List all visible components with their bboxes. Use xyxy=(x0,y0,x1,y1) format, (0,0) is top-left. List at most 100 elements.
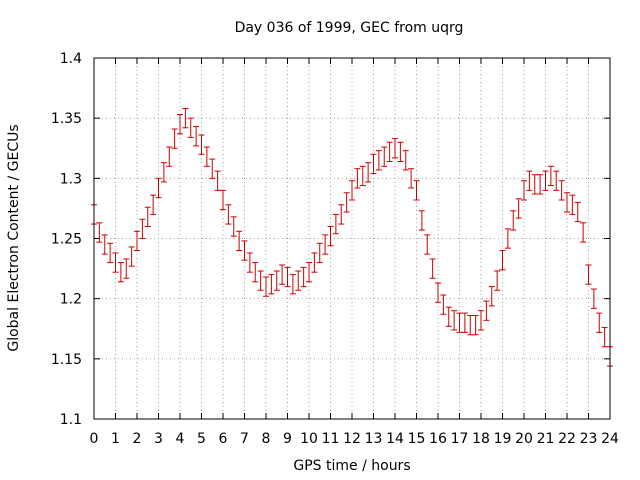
data-point xyxy=(150,194,157,215)
data-point xyxy=(214,170,221,191)
data-point xyxy=(123,258,130,279)
data-point xyxy=(354,168,361,189)
data-point xyxy=(590,288,597,309)
data-point xyxy=(440,294,447,315)
data-point xyxy=(316,242,323,264)
data-point xyxy=(467,315,474,336)
data-point xyxy=(515,198,522,219)
y-tick-label: 1.15 xyxy=(51,352,82,368)
data-point xyxy=(171,128,178,149)
data-point xyxy=(155,177,162,199)
data-point xyxy=(365,162,372,183)
x-tick-label: 20 xyxy=(515,431,533,447)
data-point xyxy=(236,230,243,252)
x-tick-label: 24 xyxy=(601,431,619,447)
data-point xyxy=(451,310,458,331)
data-point xyxy=(289,274,296,295)
x-tick-label: 14 xyxy=(386,431,404,447)
x-tick-label: 23 xyxy=(580,431,598,447)
data-point xyxy=(203,146,210,167)
data-point xyxy=(117,262,124,283)
data-point xyxy=(445,306,452,327)
x-tick-label: 9 xyxy=(283,431,292,447)
data-point xyxy=(435,282,441,303)
data-point xyxy=(177,114,183,135)
data-point xyxy=(225,204,232,225)
data-point xyxy=(542,170,549,191)
data-point xyxy=(392,138,398,159)
x-tick-label: 16 xyxy=(429,431,447,447)
chart-title: Day 036 of 1999, GEC from uqrg xyxy=(235,20,464,36)
data-point xyxy=(349,180,355,201)
y-tick-label: 1.2 xyxy=(60,292,82,308)
data-point xyxy=(418,210,425,231)
data-point xyxy=(193,126,200,147)
data-point xyxy=(96,222,103,243)
data-point xyxy=(257,270,264,291)
data-point xyxy=(408,168,415,189)
data-point xyxy=(478,310,484,331)
data-point xyxy=(402,150,409,171)
data-point xyxy=(230,216,237,237)
data-point xyxy=(327,225,334,247)
data-point xyxy=(483,300,490,321)
data-point xyxy=(574,201,581,223)
data-point xyxy=(494,270,501,291)
x-tick-label: 0 xyxy=(90,431,99,447)
y-tick-label: 1.25 xyxy=(51,232,82,248)
x-tick-label: 21 xyxy=(537,431,555,447)
plot-frame xyxy=(93,57,611,420)
data-point xyxy=(429,258,436,279)
data-point xyxy=(553,170,560,191)
data-point xyxy=(424,234,431,255)
data-point xyxy=(332,213,339,235)
data-point xyxy=(537,174,544,195)
data-point xyxy=(526,170,533,191)
x-tick-label: 8 xyxy=(262,431,271,447)
data-point xyxy=(504,228,511,249)
grid xyxy=(94,58,610,419)
y-tick-label: 1.4 xyxy=(60,51,82,67)
data-point xyxy=(386,141,393,162)
data-point xyxy=(359,165,366,187)
x-tick-label: 6 xyxy=(219,431,228,447)
data-point xyxy=(144,206,151,227)
data-point xyxy=(521,180,527,201)
data-point xyxy=(531,174,538,195)
y-tick-label: 1.1 xyxy=(60,412,82,428)
data-point xyxy=(596,312,603,333)
data-point xyxy=(569,194,576,215)
x-tick-label: 18 xyxy=(472,431,490,447)
x-tick-label: 12 xyxy=(343,431,361,447)
data-point xyxy=(220,189,226,211)
data-point xyxy=(461,312,468,333)
data-point xyxy=(273,270,280,291)
data-point xyxy=(187,117,194,138)
data-point xyxy=(209,158,216,179)
data-point xyxy=(558,180,565,201)
data-point xyxy=(547,165,554,187)
x-tick-label: 17 xyxy=(451,431,469,447)
x-tick-label: 10 xyxy=(300,431,318,447)
data-point xyxy=(564,192,570,213)
data-point xyxy=(300,266,307,288)
data-point xyxy=(375,150,382,171)
data-series xyxy=(91,108,613,367)
data-point xyxy=(499,250,506,271)
data-point xyxy=(268,274,275,295)
data-point xyxy=(198,134,205,155)
data-point xyxy=(139,218,146,239)
data-point xyxy=(311,252,318,273)
data-point xyxy=(134,230,140,252)
data-point xyxy=(107,242,114,264)
ticks: 0 1 2 3 4 5 6 7 8 9 10 11 12 13 14 15 16 17 18 19 20 21 22 23 24… xyxy=(51,51,619,447)
data-point xyxy=(263,276,269,297)
data-point xyxy=(246,252,253,273)
x-tick-label: 5 xyxy=(197,431,206,447)
y-axis-label: Global Electron Content / GECUs xyxy=(6,124,22,351)
data-point xyxy=(128,246,135,267)
data-point xyxy=(413,180,420,201)
x-tick-label: 2 xyxy=(133,431,142,447)
data-point xyxy=(472,315,479,336)
